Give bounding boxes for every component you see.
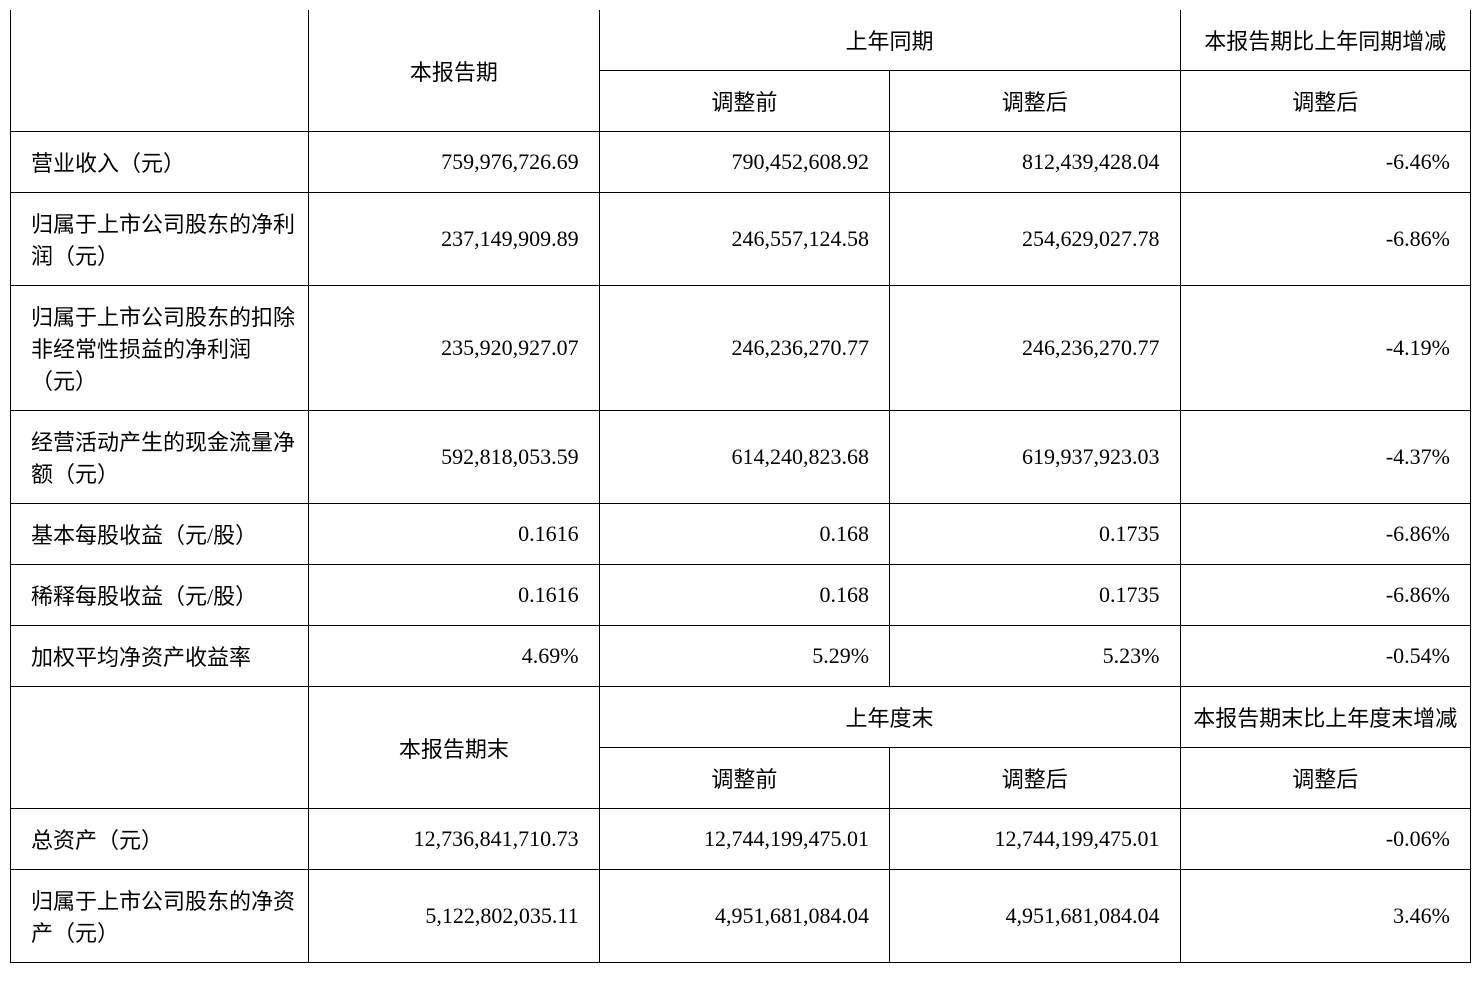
table-row: 总资产（元） 12,736,841,710.73 12,744,199,475.… — [11, 809, 1471, 870]
row-current: 0.1616 — [309, 504, 599, 565]
table-row: 营业收入（元） 759,976,726.69 790,452,608.92 81… — [11, 132, 1471, 193]
table-row: 经营活动产生的现金流量净额（元） 592,818,053.59 614,240,… — [11, 411, 1471, 504]
row-after: 812,439,428.04 — [890, 132, 1180, 193]
row-before: 790,452,608.92 — [599, 132, 889, 193]
row-change: -4.37% — [1180, 411, 1471, 504]
row-change: -6.46% — [1180, 132, 1471, 193]
header-change-2: 本报告期末比上年度末增减 — [1180, 687, 1471, 748]
row-change: -6.86% — [1180, 565, 1471, 626]
table-row: 稀释每股收益（元/股） 0.1616 0.168 0.1735 -6.86% — [11, 565, 1471, 626]
row-change: -4.19% — [1180, 286, 1471, 411]
financial-table: 本报告期 上年同期 本报告期比上年同期增减 调整前 调整后 调整后 营业收入（元… — [10, 10, 1471, 963]
table-row: 基本每股收益（元/股） 0.1616 0.168 0.1735 -6.86% — [11, 504, 1471, 565]
row-label: 加权平均净资产收益率 — [11, 626, 309, 687]
row-label: 营业收入（元） — [11, 132, 309, 193]
row-before: 12,744,199,475.01 — [599, 809, 889, 870]
header-prior-year-end: 上年度末 — [599, 687, 1180, 748]
row-after: 4,951,681,084.04 — [890, 870, 1180, 963]
header-row-2: 本报告期末 上年度末 本报告期末比上年度末增减 — [11, 687, 1471, 748]
row-current: 237,149,909.89 — [309, 193, 599, 286]
row-change: -0.54% — [1180, 626, 1471, 687]
row-before: 5.29% — [599, 626, 889, 687]
row-current: 4.69% — [309, 626, 599, 687]
row-change: -0.06% — [1180, 809, 1471, 870]
row-before: 614,240,823.68 — [599, 411, 889, 504]
row-change: -6.86% — [1180, 504, 1471, 565]
row-before: 246,236,270.77 — [599, 286, 889, 411]
row-before: 4,951,681,084.04 — [599, 870, 889, 963]
row-label: 总资产（元） — [11, 809, 309, 870]
row-after: 619,937,923.03 — [890, 411, 1180, 504]
row-current: 235,920,927.07 — [309, 286, 599, 411]
header-row-1: 本报告期 上年同期 本报告期比上年同期增减 — [11, 10, 1471, 71]
table-row: 归属于上市公司股东的净利润（元） 237,149,909.89 246,557,… — [11, 193, 1471, 286]
subheader-change-after: 调整后 — [1180, 71, 1471, 132]
row-label: 归属于上市公司股东的净利润（元） — [11, 193, 309, 286]
row-before: 246,557,124.58 — [599, 193, 889, 286]
row-label: 基本每股收益（元/股） — [11, 504, 309, 565]
table-row: 归属于上市公司股东的扣除非经常性损益的净利润（元） 235,920,927.07… — [11, 286, 1471, 411]
subheader-after-2: 调整后 — [890, 748, 1180, 809]
row-after: 12,744,199,475.01 — [890, 809, 1180, 870]
header-empty — [11, 10, 309, 132]
row-current: 592,818,053.59 — [309, 411, 599, 504]
row-before: 0.168 — [599, 565, 889, 626]
row-current: 759,976,726.69 — [309, 132, 599, 193]
row-change: 3.46% — [1180, 870, 1471, 963]
row-before: 0.168 — [599, 504, 889, 565]
row-after: 254,629,027.78 — [890, 193, 1180, 286]
subheader-before: 调整前 — [599, 71, 889, 132]
row-label: 归属于上市公司股东的净资产（元） — [11, 870, 309, 963]
row-after: 246,236,270.77 — [890, 286, 1180, 411]
table-row: 加权平均净资产收益率 4.69% 5.29% 5.23% -0.54% — [11, 626, 1471, 687]
row-label: 稀释每股收益（元/股） — [11, 565, 309, 626]
header-change: 本报告期比上年同期增减 — [1180, 10, 1471, 71]
row-current: 5,122,802,035.11 — [309, 870, 599, 963]
subheader-change-after-2: 调整后 — [1180, 748, 1471, 809]
header-empty-2 — [11, 687, 309, 809]
header-current-period-end: 本报告期末 — [309, 687, 599, 809]
row-label: 归属于上市公司股东的扣除非经常性损益的净利润（元） — [11, 286, 309, 411]
row-change: -6.86% — [1180, 193, 1471, 286]
row-after: 0.1735 — [890, 565, 1180, 626]
subheader-after: 调整后 — [890, 71, 1180, 132]
row-current: 0.1616 — [309, 565, 599, 626]
row-after: 0.1735 — [890, 504, 1180, 565]
row-after: 5.23% — [890, 626, 1180, 687]
subheader-before-2: 调整前 — [599, 748, 889, 809]
table-row: 归属于上市公司股东的净资产（元） 5,122,802,035.11 4,951,… — [11, 870, 1471, 963]
row-label: 经营活动产生的现金流量净额（元） — [11, 411, 309, 504]
header-current-period: 本报告期 — [309, 10, 599, 132]
header-prior-period: 上年同期 — [599, 10, 1180, 71]
row-current: 12,736,841,710.73 — [309, 809, 599, 870]
